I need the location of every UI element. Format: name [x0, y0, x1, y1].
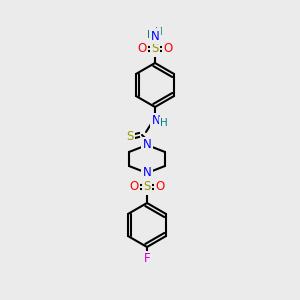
Text: N: N	[142, 167, 152, 179]
Text: O: O	[129, 181, 139, 194]
Text: O: O	[137, 43, 147, 56]
Text: O: O	[155, 181, 165, 194]
Text: N: N	[142, 139, 152, 152]
Text: H: H	[147, 30, 155, 40]
Text: H: H	[155, 27, 163, 37]
Text: H: H	[160, 118, 168, 128]
Text: N: N	[151, 29, 159, 43]
Text: F: F	[144, 253, 150, 266]
Text: S: S	[143, 181, 151, 194]
Text: S: S	[126, 130, 134, 142]
Text: S: S	[151, 43, 159, 56]
Text: O: O	[164, 43, 172, 56]
Text: N: N	[152, 115, 160, 128]
